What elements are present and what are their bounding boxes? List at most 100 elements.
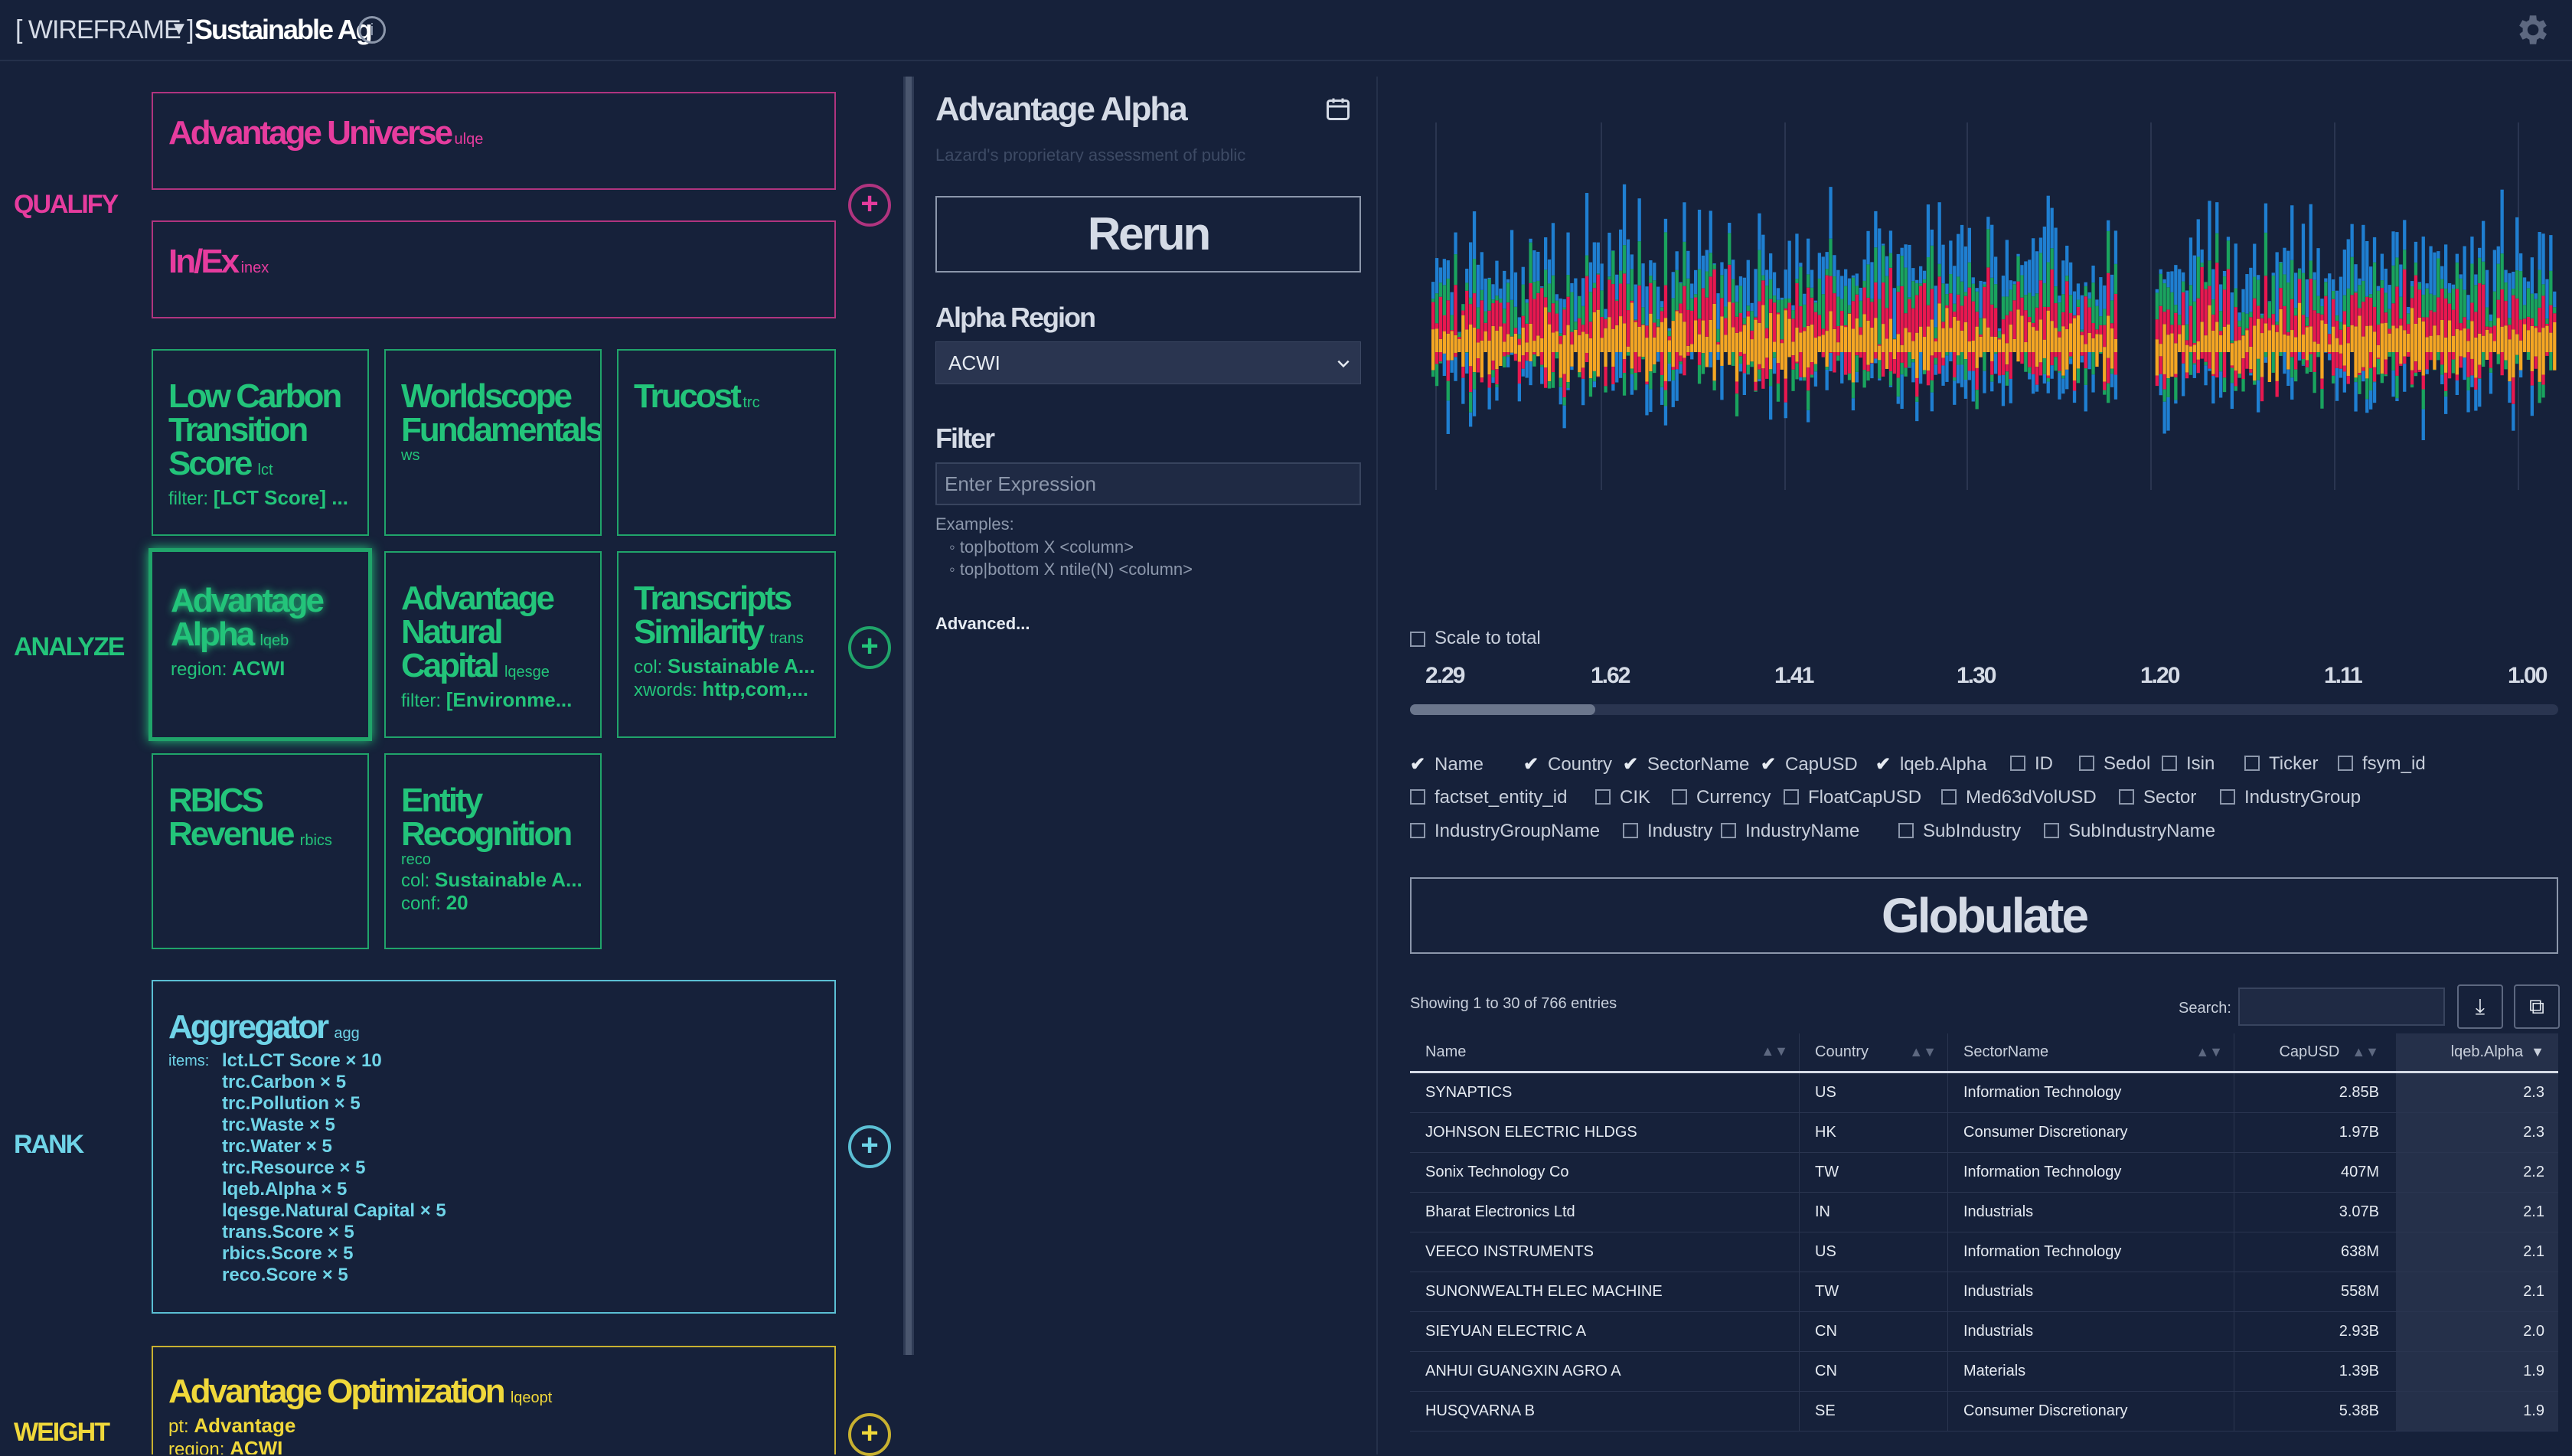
download-icon[interactable]: ⤓ bbox=[2457, 984, 2503, 1029]
bar-segment bbox=[2444, 244, 2447, 289]
add-rank-button[interactable]: + bbox=[848, 1125, 891, 1168]
bar-segment bbox=[2365, 378, 2368, 399]
card-advantage-optimization[interactable]: Advantage Optimization lqeopt pt: Advant… bbox=[152, 1346, 836, 1454]
bar-segment bbox=[2306, 326, 2309, 328]
bar-segment bbox=[1769, 279, 1772, 299]
project-dropdown-caret-icon[interactable]: ▼ bbox=[170, 18, 188, 40]
bar-segment bbox=[1784, 379, 1787, 403]
column-toggle-ticker[interactable]: Ticker bbox=[2244, 753, 2318, 775]
globulate-button[interactable]: Globulate bbox=[1410, 877, 2558, 954]
aggregator-item: trc.Water × 5 bbox=[222, 1136, 446, 1157]
bar-segment bbox=[1454, 352, 1457, 353]
chart-scrollbar-thumb[interactable] bbox=[1410, 704, 1595, 715]
project-title[interactable]: Sustainable Ag bbox=[194, 14, 371, 46]
card-low-carbon[interactable]: Low Carbon Transition Score lct filter: … bbox=[152, 349, 369, 536]
header-country[interactable]: Country▲▼ bbox=[1799, 1033, 1947, 1071]
column-toggle-industrygroupname[interactable]: IndustryGroupName bbox=[1410, 821, 1600, 842]
bar-segment bbox=[2332, 327, 2335, 352]
bar-segment bbox=[2241, 335, 2244, 336]
header-capusd[interactable]: CapUSD▲▼ bbox=[2234, 1033, 2396, 1071]
bar-segment bbox=[1840, 299, 1843, 312]
card-inex[interactable]: In/Ex inex bbox=[152, 220, 836, 318]
header-name[interactable]: Name▲▼ bbox=[1410, 1043, 1799, 1061]
bar-segment bbox=[2515, 335, 2518, 352]
column-toggle-cik[interactable]: CIK bbox=[1595, 787, 1650, 808]
column-toggle-fsym-id[interactable]: fsym_id bbox=[2338, 753, 2426, 775]
bar-segment bbox=[1461, 311, 1464, 315]
column-toggle-industry[interactable]: Industry bbox=[1623, 821, 1712, 842]
info-icon[interactable]: i bbox=[358, 16, 386, 44]
bar-segment bbox=[1844, 269, 1847, 286]
filter-expression-input[interactable]: Enter Expression bbox=[935, 462, 1361, 505]
bar-segment bbox=[2219, 335, 2222, 352]
bar-segment bbox=[2527, 317, 2530, 330]
advanced-link[interactable]: Advanced... bbox=[935, 614, 1030, 634]
add-qualify-button[interactable]: + bbox=[848, 184, 891, 227]
card-code: trans bbox=[769, 630, 803, 647]
bar-segment bbox=[2077, 307, 2080, 315]
calendar-icon[interactable] bbox=[1324, 95, 1352, 122]
card-advantage-alpha-selected[interactable]: Advantage Alpha lqeb region: ACWI bbox=[149, 548, 372, 741]
header-sectorname[interactable]: SectorName▲▼ bbox=[1947, 1033, 2234, 1071]
card-entity-recognition[interactable]: Entity Recognition reco col: Sustainable… bbox=[384, 753, 602, 949]
copy-icon[interactable]: ⧉ bbox=[2514, 984, 2560, 1029]
bar-segment bbox=[2272, 325, 2275, 352]
column-toggle-sectorname[interactable]: ✔SectorName bbox=[1623, 753, 1749, 775]
column-toggle-lqeb-alpha[interactable]: ✔lqeb.Alpha bbox=[1875, 753, 1986, 775]
bar-segment bbox=[2166, 287, 2169, 309]
column-toggle-med63dvolusd[interactable]: Med63dVolUSD bbox=[1941, 787, 2097, 808]
column-toggle-factset-entity-id[interactable]: factset_entity_id bbox=[1410, 787, 1567, 808]
column-toggle-country[interactable]: ✔Country bbox=[1523, 753, 1612, 775]
column-toggle-sedol[interactable]: Sedol bbox=[2079, 753, 2150, 775]
column-toggle-id[interactable]: ID bbox=[2010, 753, 2053, 775]
add-weight-button[interactable]: + bbox=[848, 1413, 891, 1456]
bar-segment bbox=[1968, 352, 1971, 371]
card-code: lqesge bbox=[504, 664, 550, 681]
bar-segment bbox=[1664, 219, 1667, 233]
card-worldscope[interactable]: Worldscope Fundamentals ws bbox=[384, 349, 602, 536]
alpha-region-select[interactable]: ACWI bbox=[935, 341, 1361, 384]
card-advantage-universe[interactable]: Advantage Universe ulqe bbox=[152, 92, 836, 190]
column-toggle-isin[interactable]: Isin bbox=[2162, 753, 2215, 775]
bar-segment bbox=[1461, 304, 1464, 310]
column-toggle-industryname[interactable]: IndustryName bbox=[1721, 821, 1859, 842]
bar-segment bbox=[2508, 318, 2511, 325]
gear-icon[interactable] bbox=[2512, 11, 2551, 49]
search-input[interactable] bbox=[2238, 988, 2445, 1026]
bar-segment bbox=[2459, 356, 2463, 367]
column-toggle-currency[interactable]: Currency bbox=[1672, 787, 1771, 808]
rerun-button[interactable]: Rerun bbox=[935, 196, 1361, 273]
card-trucost[interactable]: Trucost trc bbox=[617, 349, 836, 536]
column-toggle-sector[interactable]: Sector bbox=[2119, 787, 2196, 808]
column-toggle-name[interactable]: ✔Name bbox=[1410, 753, 1483, 775]
x-tick-label: 1.30 bbox=[1957, 663, 1995, 689]
column-toggle-subindustry[interactable]: SubIndustry bbox=[1898, 821, 2021, 842]
bar-segment bbox=[1897, 292, 1900, 334]
scale-to-total-checkbox[interactable]: Scale to total bbox=[1410, 628, 1541, 649]
card-transcripts[interactable]: Transcripts Similarity trans col: Sustai… bbox=[617, 551, 836, 738]
bar-segment bbox=[1882, 324, 1885, 352]
card-natural-capital[interactable]: Advantage Natural Capital lqesge filter:… bbox=[384, 551, 602, 738]
card-aggregator[interactable]: Aggregator agg items: lct.LCT Score × 10… bbox=[152, 980, 836, 1314]
card-rbics[interactable]: RBICS Revenue rbics bbox=[152, 753, 369, 949]
bar-segment bbox=[2166, 272, 2169, 287]
column-toggle-industrygroup[interactable]: IndustryGroup bbox=[2220, 787, 2361, 808]
bar-segment bbox=[2294, 370, 2297, 382]
column-toggle-capusd[interactable]: ✔CapUSD bbox=[1761, 753, 1858, 775]
column-toggle-subindustryname[interactable]: SubIndustryName bbox=[2044, 821, 2215, 842]
bar-segment bbox=[1994, 337, 1997, 352]
header-lqeb-alpha[interactable]: lqeb.Alpha▼ bbox=[2396, 1033, 2558, 1071]
column-toggle-floatcapusd[interactable]: FloatCapUSD bbox=[1784, 787, 1921, 808]
add-analyze-button[interactable]: + bbox=[848, 626, 891, 669]
panel-scrollbar-thumb[interactable] bbox=[906, 77, 912, 1355]
bar-segment bbox=[1889, 352, 1892, 371]
